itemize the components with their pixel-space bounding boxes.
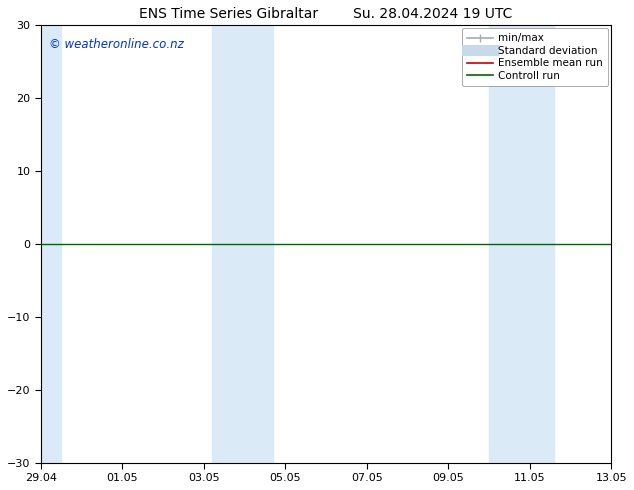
Legend: min/max, Standard deviation, Ensemble mean run, Controll run: min/max, Standard deviation, Ensemble me… [462,28,608,86]
Bar [489,25,554,463]
Bar [41,25,61,463]
Text: © weatheronline.co.nz: © weatheronline.co.nz [49,38,184,51]
Bar [212,25,273,463]
Title: ENS Time Series Gibraltar        Su. 28.04.2024 19 UTC: ENS Time Series Gibraltar Su. 28.04.2024… [139,7,513,21]
